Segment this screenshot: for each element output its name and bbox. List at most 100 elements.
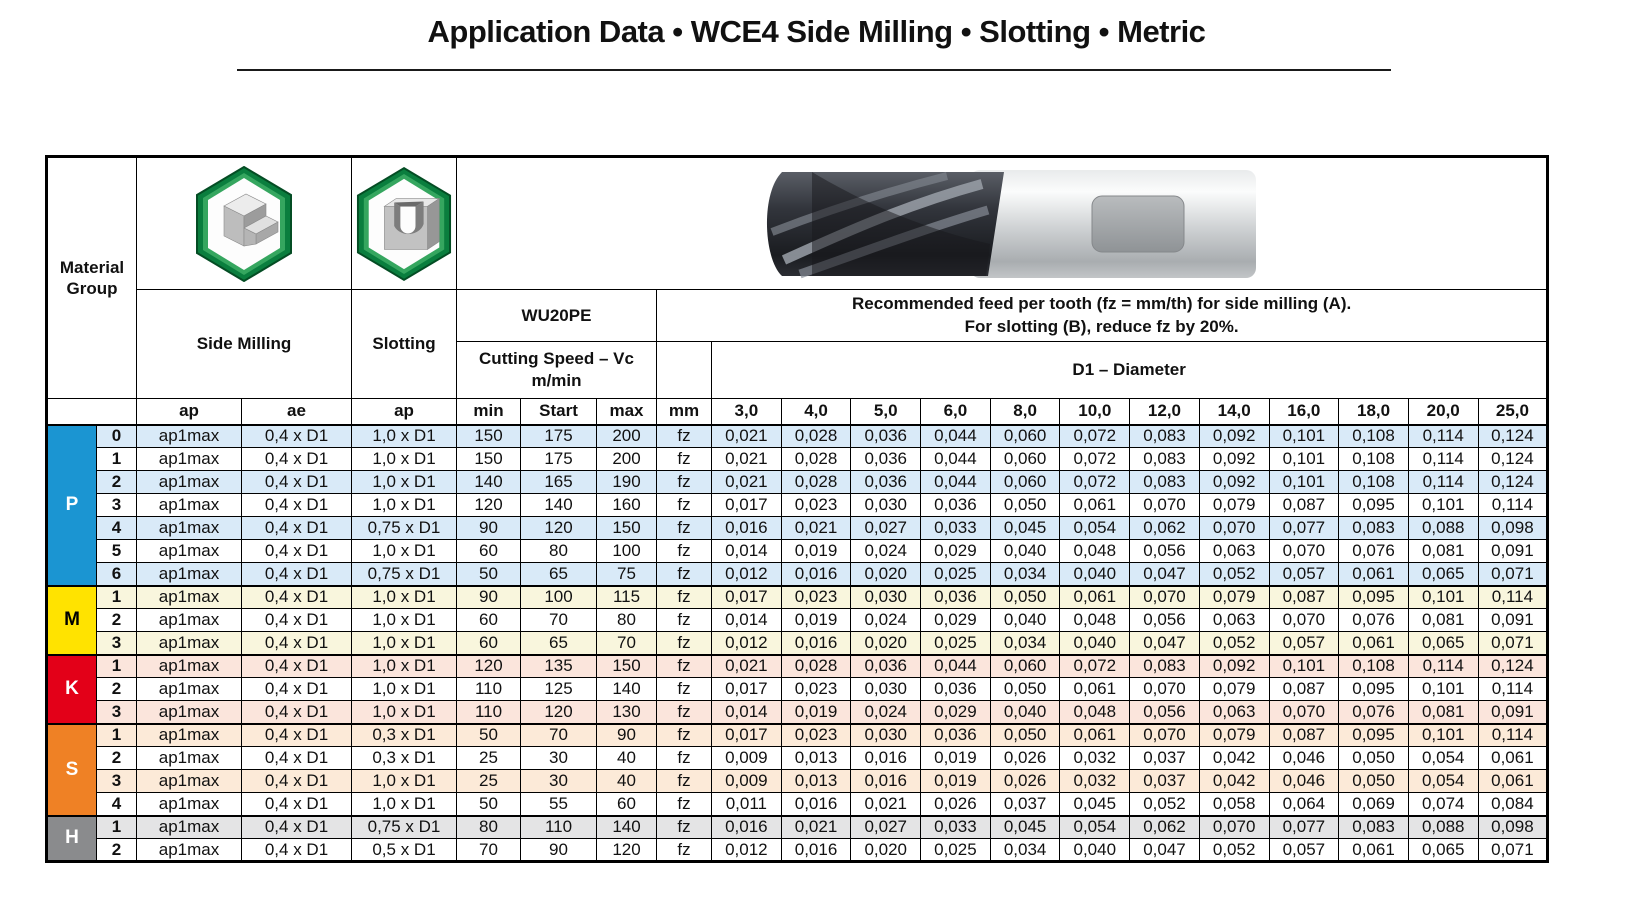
- table-cell: 0,083: [1129, 653, 1200, 678]
- table-cell: 0,4 x D1: [241, 746, 352, 770]
- table-cell: 1,0 x D1: [351, 792, 457, 816]
- table-cell: 5: [96, 539, 137, 563]
- table-cell: 80: [520, 539, 597, 563]
- column-header-row: ap ae ap min Start max mm 3,0 4,0 5,0 6,0 8,0 10,0 12…: [46, 398, 1549, 426]
- material-group-badge-P: P: [46, 423, 97, 586]
- table-cell: 140: [520, 493, 597, 517]
- table-cell: 40: [596, 769, 657, 793]
- table-cell: 0,026: [989, 746, 1061, 770]
- table-cell: 0,036: [850, 447, 922, 471]
- column-header-dia-8,0: 8,0: [989, 398, 1061, 426]
- table-cell: 0,4 x D1: [241, 814, 352, 839]
- cutting-speed-line-2: m/min: [531, 371, 582, 390]
- table-cell: 0,081: [1407, 700, 1479, 724]
- data-row-K1: K 1 ap1max 0,4 x D1 1,0 x D1 120 135 150 fz 0,021…: [46, 653, 1549, 724]
- side-milling-icon: [196, 165, 292, 282]
- table-cell: 120: [596, 838, 657, 862]
- table-cell: 0,025: [920, 838, 991, 862]
- data-row-S4: 4 ap1max 0,4 x D1 1,0 x D1 50 55 60 fz 0,011 0,01…: [47, 792, 1549, 816]
- table-cell: 1,0 x D1: [351, 677, 457, 701]
- table-cell: 150: [456, 447, 521, 471]
- diameter-label: D1 – Diameter: [710, 341, 1549, 399]
- table-cell: fz: [656, 631, 712, 655]
- table-cell: fz: [656, 838, 712, 862]
- table-cell: 0,023: [780, 722, 852, 747]
- material-group-badge-H: H: [46, 814, 97, 862]
- table-cell: 0,028: [780, 653, 852, 678]
- table-cell: 0,040: [1059, 562, 1131, 586]
- material-group-badge-S: S: [46, 722, 97, 816]
- column-header-dia-20,0: 20,0: [1407, 398, 1479, 426]
- table-cell: 0,4 x D1: [241, 562, 352, 586]
- table-cell: 1,0 x D1: [351, 423, 457, 448]
- header-label-row-2: Cutting Speed – Vc m/min D1 – Diameter: [47, 341, 1549, 399]
- table-cell: 0,040: [1059, 838, 1131, 862]
- table-cell: 60: [456, 539, 521, 563]
- table-cell: 0,065: [1407, 838, 1479, 862]
- column-header-ae-1: ae: [241, 398, 352, 426]
- column-header-dia-10,0: 10,0: [1059, 398, 1131, 426]
- table-cell: ap1max: [136, 423, 242, 448]
- data-row-S2: 2 ap1max 0,4 x D1 0,3 x D1 25 30 40 fz 0,009 0,01…: [47, 746, 1549, 770]
- table-cell: 0,75 x D1: [351, 814, 457, 839]
- table-cell: 25: [456, 769, 521, 793]
- table-cell: 0,114: [1407, 447, 1479, 471]
- table-cell: ap1max: [136, 447, 242, 471]
- table-cell: 0,101: [1407, 493, 1479, 517]
- table-body: P 0 ap1max 0,4 x D1 1,0 x D1 150 175 200 fz 0,021…: [46, 423, 1549, 862]
- table-cell: 135: [520, 653, 597, 678]
- table-cell: 70: [596, 631, 657, 655]
- table-cell: 140: [596, 677, 657, 701]
- table-cell: 0,095: [1338, 677, 1409, 701]
- table-cell: 0,064: [1268, 792, 1340, 816]
- table-cell: fz: [656, 608, 712, 632]
- table-cell: 175: [520, 447, 597, 471]
- table-cell: 60: [456, 608, 521, 632]
- table-cell: 2: [96, 838, 137, 862]
- table-cell: 110: [456, 677, 521, 701]
- table-cell: 0,4 x D1: [241, 493, 352, 517]
- table-cell: 0,058: [1198, 792, 1270, 816]
- table-cell: 0,036: [850, 653, 922, 678]
- table-cell: 0,040: [989, 700, 1061, 724]
- column-header-dia-5,0: 5,0: [850, 398, 922, 426]
- table-cell: 0,070: [1129, 677, 1200, 701]
- table-cell: 0,091: [1477, 539, 1549, 563]
- data-row-P3: 3 ap1max 0,4 x D1 1,0 x D1 120 140 160 fz 0,017 0…: [47, 493, 1549, 517]
- table-cell: 0,070: [1198, 516, 1270, 540]
- table-cell: 0,012: [711, 838, 782, 862]
- table-cell: 120: [456, 653, 521, 678]
- table-cell: 0,042: [1198, 746, 1270, 770]
- data-row-P0: P 0 ap1max 0,4 x D1 1,0 x D1 150 175 200 fz 0,021…: [46, 423, 1549, 586]
- table-cell: 0,019: [780, 700, 852, 724]
- table-cell: 0,061: [1059, 584, 1131, 609]
- table-cell: fz: [656, 814, 712, 839]
- material-group-header: Material Group: [46, 156, 137, 399]
- table-cell: 0,079: [1198, 677, 1270, 701]
- table-cell: 0,065: [1407, 631, 1479, 655]
- table-cell: 0,021: [711, 423, 782, 448]
- table-cell: 0,021: [780, 814, 852, 839]
- table-cell: 0,019: [780, 608, 852, 632]
- table-cell: 0,054: [1059, 814, 1131, 839]
- table-cell: 0,024: [850, 608, 922, 632]
- table-cell: 0,092: [1198, 423, 1270, 448]
- application-data-table: Material Group: [45, 155, 1550, 863]
- table-cell: 0,057: [1268, 562, 1340, 586]
- table-cell: 0,091: [1477, 608, 1549, 632]
- table-cell: 4: [96, 516, 137, 540]
- table-cell: 0,077: [1268, 516, 1340, 540]
- table-cell: 0,091: [1477, 700, 1549, 724]
- table-cell: fz: [656, 423, 712, 448]
- table-cell: 0,101: [1268, 447, 1340, 471]
- table-cell: 70: [520, 722, 597, 747]
- table-cell: 4: [96, 792, 137, 816]
- column-header-ap-0: ap: [136, 398, 242, 426]
- table-cell: 65: [520, 631, 597, 655]
- data-row-K2: 2 ap1max 0,4 x D1 1,0 x D1 110 125 140 fz 0,017 0…: [47, 677, 1549, 701]
- table-cell: 0,057: [1268, 838, 1340, 862]
- table-cell: 0,061: [1338, 631, 1409, 655]
- table-cell: 0,056: [1129, 700, 1200, 724]
- table-cell: 0,052: [1129, 792, 1200, 816]
- table-cell: 0,4 x D1: [241, 423, 352, 448]
